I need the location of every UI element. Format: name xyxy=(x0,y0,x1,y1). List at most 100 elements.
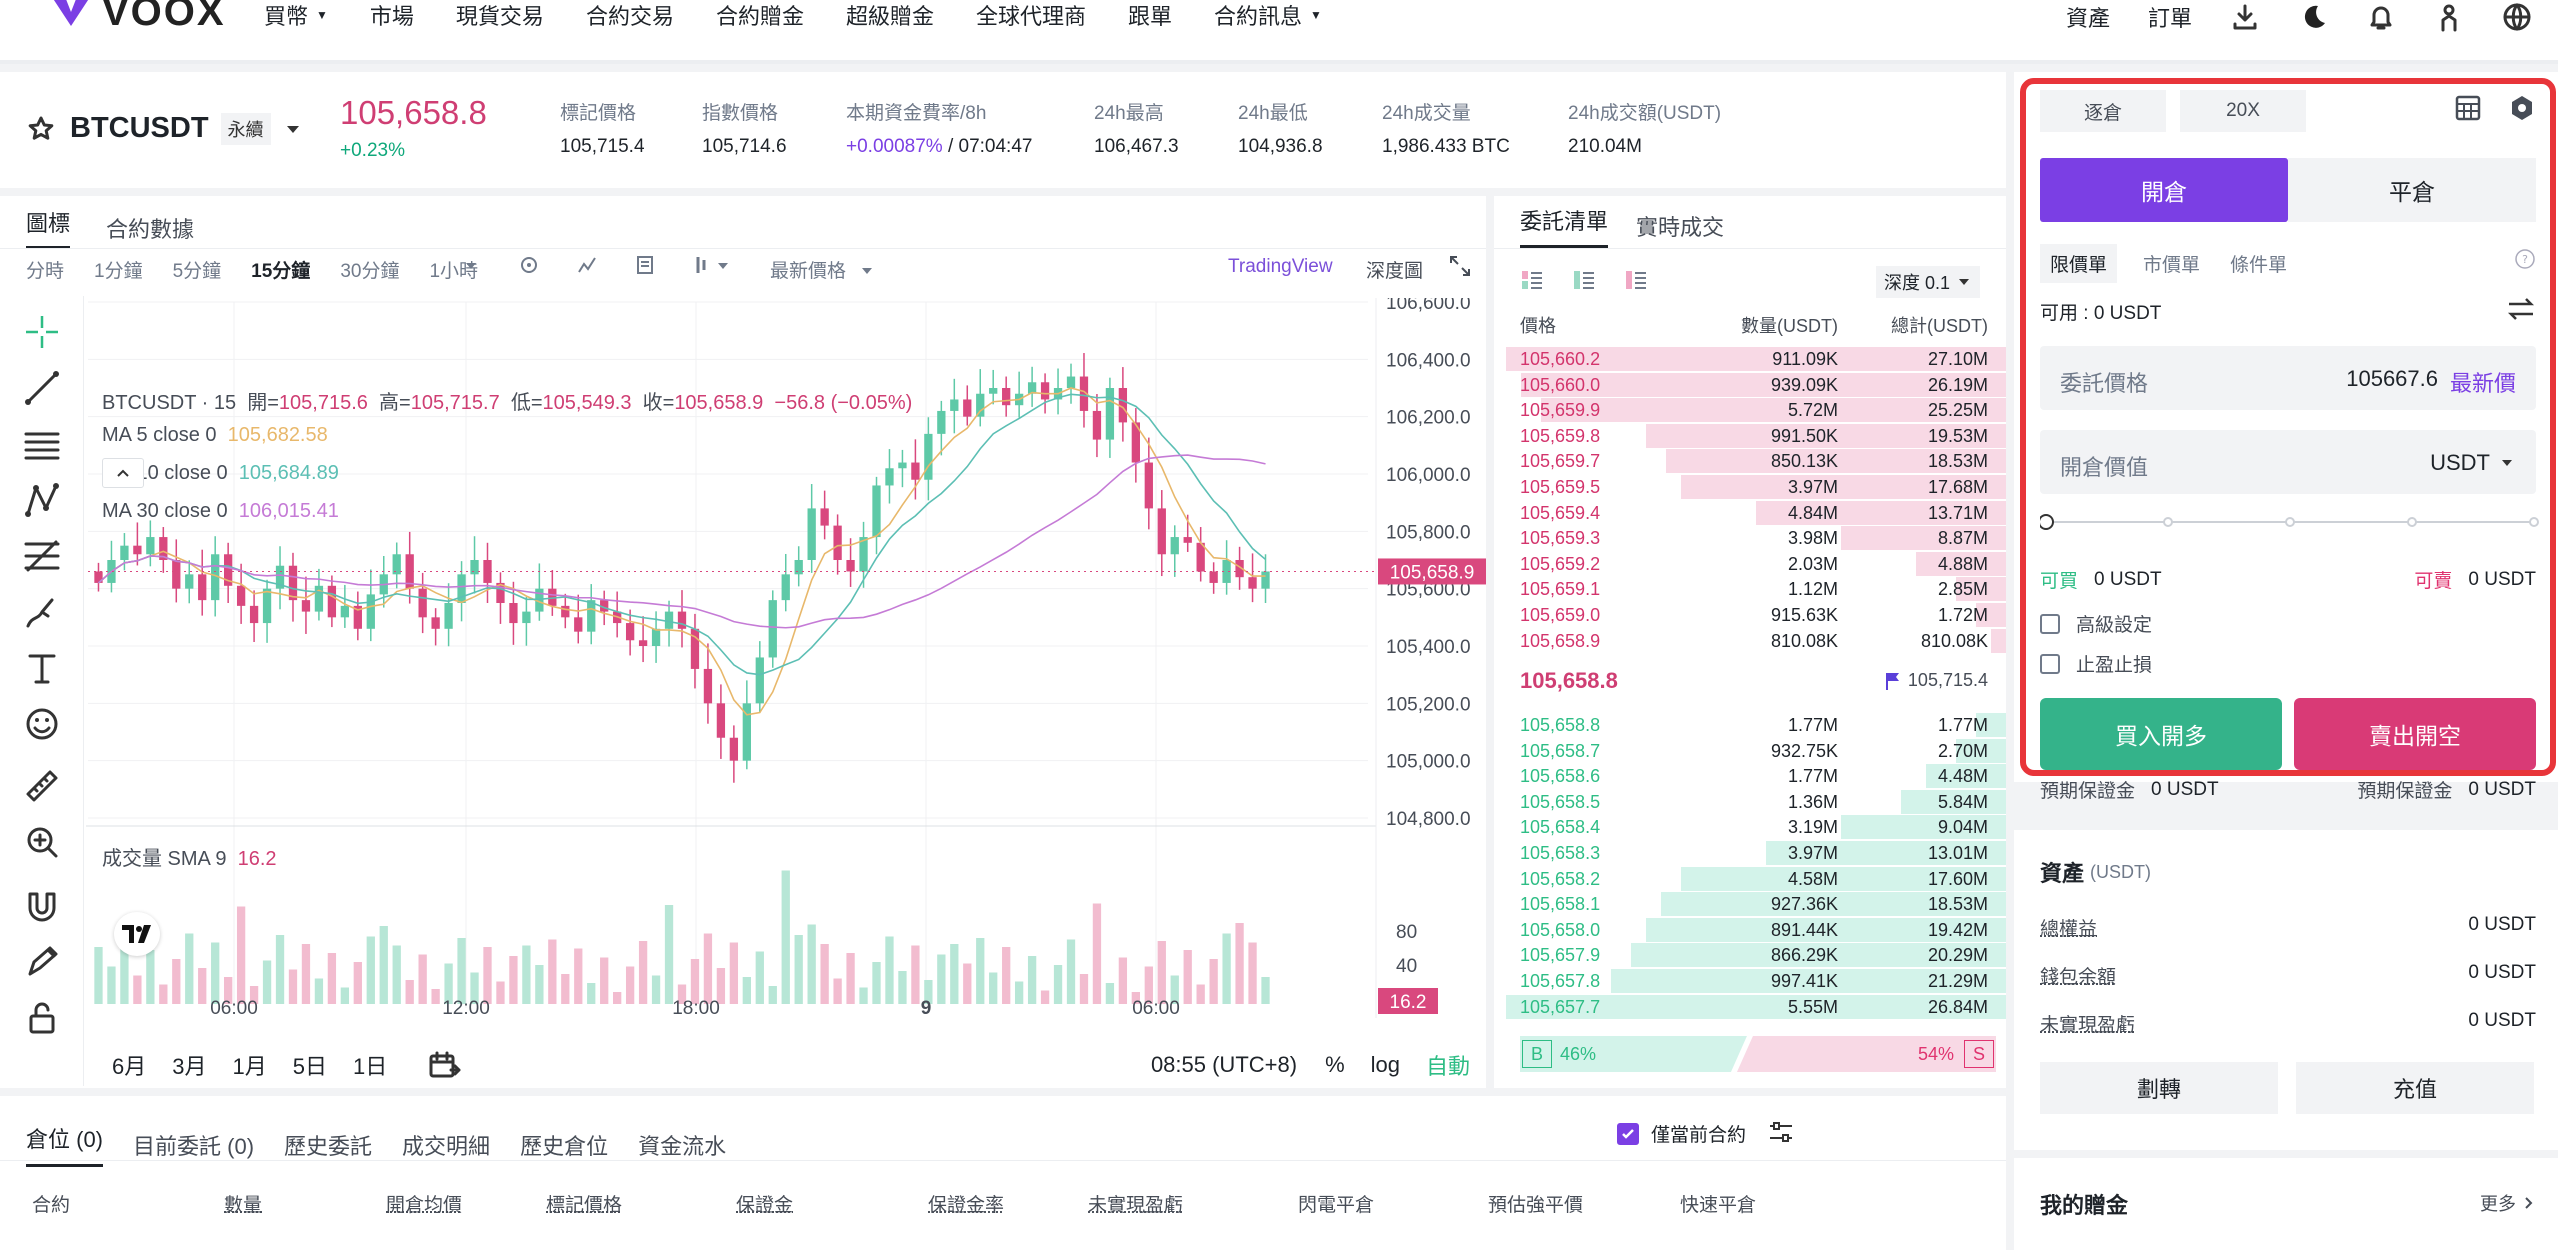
trend-line-icon[interactable] xyxy=(22,368,62,408)
nav-item[interactable]: 現貨交易 xyxy=(455,4,544,29)
positions-tab[interactable]: 成交明細 xyxy=(402,1133,491,1159)
lock-drawing-icon[interactable] xyxy=(22,942,62,982)
book-row[interactable]: 105,659.1 1.12M 2.85M xyxy=(1494,576,2006,602)
chevron-down-icon[interactable] xyxy=(460,254,482,276)
book-row[interactable]: 105,658.5 1.36M 5.84M xyxy=(1494,789,2006,814)
book-row[interactable]: 105,659.3 3.98M 8.87M xyxy=(1494,525,2006,551)
transfer-button[interactable]: 劃轉 xyxy=(2040,1062,2278,1114)
unit-select[interactable]: USDT xyxy=(2430,450,2516,476)
tab-contract-data[interactable]: 合約數據 xyxy=(106,216,195,242)
amount-slider[interactable] xyxy=(2040,508,2550,538)
book-row[interactable]: 105,658.9 810.08K 810.08K xyxy=(1494,628,2006,653)
slider-step[interactable] xyxy=(2285,517,2295,527)
collapse-legend-button[interactable] xyxy=(102,458,144,488)
interval-option[interactable]: 5分鐘 xyxy=(172,261,222,282)
nav-item[interactable]: 合約訊息 xyxy=(1214,4,1303,29)
nav-item[interactable]: 跟單 xyxy=(1128,4,1173,29)
logo[interactable]: VOOX xyxy=(46,0,236,36)
open-position-tab[interactable]: 開倉 xyxy=(2040,158,2288,222)
interval-option[interactable]: 分時 xyxy=(26,261,65,282)
depth-select[interactable]: 深度 0.1 xyxy=(1876,266,1981,298)
nav-item[interactable]: 合約贈金 xyxy=(715,4,804,29)
filter-settings-icon[interactable] xyxy=(1768,1120,1794,1144)
book-row[interactable]: 105,658.4 3.19M 9.04M xyxy=(1494,814,2006,840)
range-option[interactable]: 1月 xyxy=(232,1054,267,1079)
slider-step[interactable] xyxy=(2407,517,2417,527)
lock-icon[interactable] xyxy=(22,998,62,1038)
slider-knob[interactable] xyxy=(2040,514,2054,530)
value-field[interactable]: 開倉價值 USDT xyxy=(2040,430,2536,494)
book-row[interactable]: 105,658.1 927.36K 18.53M xyxy=(1494,891,2006,917)
positions-tab[interactable]: 歷史倉位 xyxy=(520,1133,609,1159)
positions-tab[interactable]: 資金流水 xyxy=(638,1133,727,1159)
positions-tab[interactable]: 倉位 (0) xyxy=(26,1122,104,1167)
nav-item[interactable]: 超級贈金 xyxy=(845,4,934,29)
download-icon[interactable] xyxy=(2230,2,2260,32)
star-icon[interactable] xyxy=(26,114,56,144)
tradingview-logo[interactable] xyxy=(114,912,160,956)
conditional-order-tab[interactable]: 條件單 xyxy=(2230,255,2288,276)
margin-mode-button[interactable]: 逐倉 xyxy=(2040,90,2166,132)
log-scale-toggle[interactable]: log xyxy=(1370,1052,1400,1077)
fullscreen-icon[interactable] xyxy=(1448,254,1472,278)
book-row[interactable]: 105,658.8 1.77M 1.77M xyxy=(1494,712,2006,737)
book-row[interactable]: 105,658.0 891.44K 19.42M xyxy=(1494,917,2006,942)
tradingview-toggle[interactable]: TradingView xyxy=(1228,256,1333,277)
pattern-icon[interactable] xyxy=(22,480,62,520)
nav-assets-link[interactable]: 資產 xyxy=(2065,6,2110,31)
swap-icon[interactable] xyxy=(2506,296,2536,322)
interval-option[interactable]: 1分鐘 xyxy=(94,261,143,282)
latest-price-button[interactable]: 最新價 xyxy=(2449,371,2516,396)
percent-scale-toggle[interactable]: % xyxy=(1325,1052,1345,1077)
nav-item[interactable]: 全球代理商 xyxy=(975,4,1086,29)
nav-item[interactable]: 買幣 xyxy=(264,4,309,29)
interval-option[interactable]: 15分鐘 xyxy=(251,261,311,282)
book-both-icon[interactable] xyxy=(1520,268,1544,292)
tab-chart[interactable]: 圖標 xyxy=(26,206,71,249)
gift-more-link[interactable]: 更多 xyxy=(2480,1190,2536,1216)
book-row[interactable]: 105,657.7 5.55M 26.84M xyxy=(1494,994,2006,1019)
globe-icon[interactable] xyxy=(2502,2,2532,32)
book-row[interactable]: 105,659.4 4.84M 13.71M xyxy=(1494,500,2006,525)
user-icon[interactable] xyxy=(2434,2,2464,32)
settings-icon[interactable] xyxy=(518,254,540,276)
candlestick-chart[interactable]: 106,600.0 106,400.0 106,200.0 106,000.0 105,… xyxy=(86,298,1486,1018)
crosshair-icon[interactable] xyxy=(22,312,62,352)
buy-long-button[interactable]: 買入開多 xyxy=(2040,698,2282,770)
candle-type-icon[interactable] xyxy=(692,254,732,276)
advanced-settings-checkbox[interactable]: 高級設定 xyxy=(2040,610,2152,637)
range-option[interactable]: 3月 xyxy=(172,1054,207,1079)
positions-tab[interactable]: 歷史委託 xyxy=(284,1133,373,1159)
ruler-icon[interactable] xyxy=(22,766,62,806)
emoji-icon[interactable] xyxy=(22,704,62,744)
help-icon[interactable]: ? xyxy=(2514,248,2536,270)
auto-scale-toggle[interactable]: 自動 xyxy=(1425,1054,1470,1079)
book-row[interactable]: 105,658.2 4.58M 17.60M xyxy=(1494,866,2006,891)
book-row[interactable]: 105,658.6 1.77M 4.48M xyxy=(1494,763,2006,789)
slider-step[interactable] xyxy=(2163,517,2173,527)
book-row[interactable]: 105,657.9 866.29K 20.29M xyxy=(1494,942,2006,968)
sell-short-button[interactable]: 賣出開空 xyxy=(2294,698,2536,770)
range-option[interactable]: 6月 xyxy=(112,1054,147,1079)
book-row[interactable]: 105,659.2 2.03M 4.88M xyxy=(1494,551,2006,576)
price-type-select[interactable]: 最新價格 xyxy=(770,256,878,283)
depth-chart-toggle[interactable]: 深度圖 xyxy=(1366,261,1424,282)
bell-icon[interactable] xyxy=(2366,2,2396,32)
tab-recent-trades[interactable]: 實時成交 xyxy=(1636,215,1725,240)
calculator-icon[interactable] xyxy=(2454,94,2482,122)
book-row[interactable]: 105,660.2 911.09K 27.10M xyxy=(1494,346,2006,371)
range-option[interactable]: 5日 xyxy=(292,1054,327,1079)
calendar-range-icon[interactable] xyxy=(427,1050,461,1080)
tab-order-book[interactable]: 委託清單 xyxy=(1520,204,1609,248)
limit-order-tab[interactable]: 限價單 xyxy=(2040,244,2118,283)
symbol-selector[interactable]: BTCUSDT 永續 xyxy=(26,112,303,145)
moon-icon[interactable] xyxy=(2298,2,2328,32)
book-bids-icon[interactable] xyxy=(1572,268,1596,292)
settings-icon[interactable] xyxy=(2508,94,2536,122)
only-current-toggle[interactable]: 僅當前合約 xyxy=(1616,1120,1746,1147)
nav-orders-link[interactable]: 訂單 xyxy=(2147,6,2192,31)
text-icon[interactable] xyxy=(22,648,62,688)
book-row[interactable]: 105,659.5 3.97M 17.68M xyxy=(1494,474,2006,499)
deposit-button[interactable]: 充值 xyxy=(2296,1062,2534,1114)
book-row[interactable]: 105,659.7 850.13K 18.53M xyxy=(1494,448,2006,474)
